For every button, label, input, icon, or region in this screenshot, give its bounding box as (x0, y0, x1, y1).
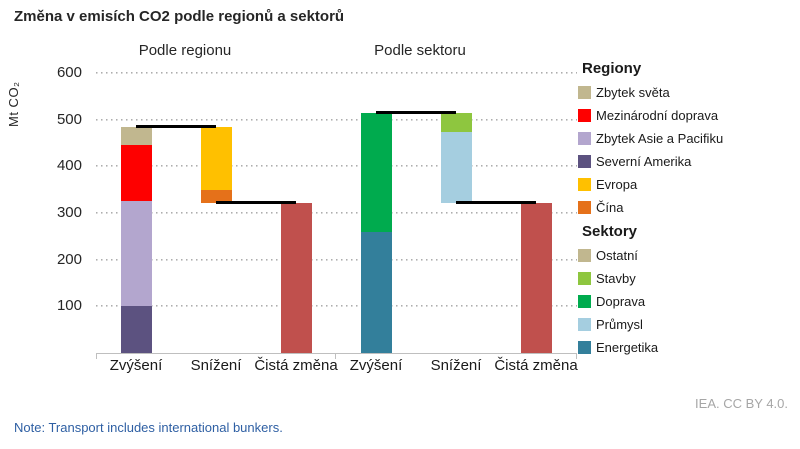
attribution-text: IEA. CC BY 4.0. (695, 396, 788, 411)
waterfall-connector (136, 125, 216, 129)
y-axis-label: Mt CO₂ (6, 81, 21, 127)
x-tick-label: Zvýšení (349, 357, 403, 374)
bar-segment (120, 306, 152, 353)
legend-item: Doprava (578, 290, 793, 313)
legend-swatch (578, 178, 591, 191)
legend-item-label: Mezinárodní doprava (596, 108, 719, 123)
plot-area (96, 72, 577, 353)
x-axis-tick (96, 354, 97, 359)
y-tick-label: 300 (56, 204, 82, 221)
legend-item-label: Zbytek světa (596, 85, 670, 100)
legend-item-label: Doprava (596, 294, 646, 309)
bar-segment (120, 127, 152, 145)
bar-segment (120, 144, 152, 201)
legend-item: Zbytek světa (578, 81, 793, 104)
legend-swatch (578, 272, 591, 285)
x-axis-line (96, 353, 577, 359)
x-axis-tick (335, 354, 336, 359)
y-tick-label: 500 (56, 110, 82, 128)
legend-item: Stavby (578, 267, 793, 290)
legend-swatch (578, 341, 591, 354)
legend-item: Energetika (578, 336, 793, 359)
gridline-400 (96, 165, 577, 168)
legend-item-label: Stavby (596, 271, 636, 286)
x-axis-tick (576, 354, 577, 359)
bar-segment (200, 127, 232, 190)
bar-segment (360, 231, 392, 353)
y-tick-label: 400 (56, 157, 82, 175)
legend-item-label: Ostatní (596, 248, 638, 263)
legend-item: Ostatní (578, 244, 793, 267)
legend-item-label: Průmysl (596, 317, 643, 332)
waterfall-connector (216, 200, 296, 204)
legend-item-label: Energetika (596, 340, 659, 355)
group-label-2: Podle sektoru (374, 42, 466, 59)
bar-segment (120, 200, 152, 307)
y-tick-label: 600 (56, 64, 82, 81)
gridline-500 (96, 118, 577, 121)
bar-segment (200, 189, 232, 203)
legend-item: Zbytek Asie a Pacifiku (578, 127, 793, 150)
legend-swatch (578, 109, 591, 122)
legend-swatch (578, 295, 591, 308)
legend-swatch (578, 155, 591, 168)
legend-swatch (578, 86, 591, 99)
legend-item: Mezinárodní doprava (578, 104, 793, 127)
legend-item: Čína (578, 196, 793, 219)
bar-segment (440, 112, 472, 132)
waterfall-connector (376, 110, 456, 114)
legend-item: Průmysl (578, 313, 793, 336)
bar-segment (280, 202, 312, 353)
legend-item: Severní Amerika (578, 150, 793, 173)
legend-item-label: Čína (596, 200, 624, 215)
bar-segment (360, 112, 392, 232)
x-tick-label: Snížení (430, 357, 482, 374)
legend-item-label: Evropa (596, 177, 638, 192)
legend-section-title: Sektory (582, 223, 638, 240)
bar-segment (440, 131, 472, 203)
legend-swatch (578, 249, 591, 262)
legend-swatch (578, 132, 591, 145)
gridline-300 (96, 212, 577, 214)
gridline-100 (96, 305, 577, 308)
legend-section-title: Regiony (582, 60, 642, 77)
legend-item: Evropa (578, 173, 793, 196)
group-label-1: Podle regionu (138, 42, 232, 59)
legend-swatch (578, 318, 591, 331)
x-tick-label: Zvýšení (109, 357, 163, 374)
x-tick-label: Snížení (190, 357, 242, 374)
waterfall-connector (456, 200, 536, 204)
y-tick-label: 200 (56, 250, 82, 268)
note-text: Note: Transport includes international b… (14, 420, 283, 435)
y-tick-label: 100 (56, 297, 82, 315)
legend-swatch (578, 201, 591, 214)
x-tick-label: Čistá změna (254, 357, 338, 374)
bar-segment (520, 202, 552, 353)
legend-item-label: Zbytek Asie a Pacifiku (596, 131, 724, 146)
legend: Regiony Zbytek světa Mezinárodní doprava Zb… (578, 56, 793, 359)
gridline-600 (96, 72, 577, 74)
x-tick-label: Čistá změna (494, 357, 578, 374)
gridline-200 (96, 258, 577, 261)
page-title: Změna v emisích CO2 podle regionů a sekt… (14, 8, 345, 25)
legend-item-label: Severní Amerika (596, 154, 692, 169)
